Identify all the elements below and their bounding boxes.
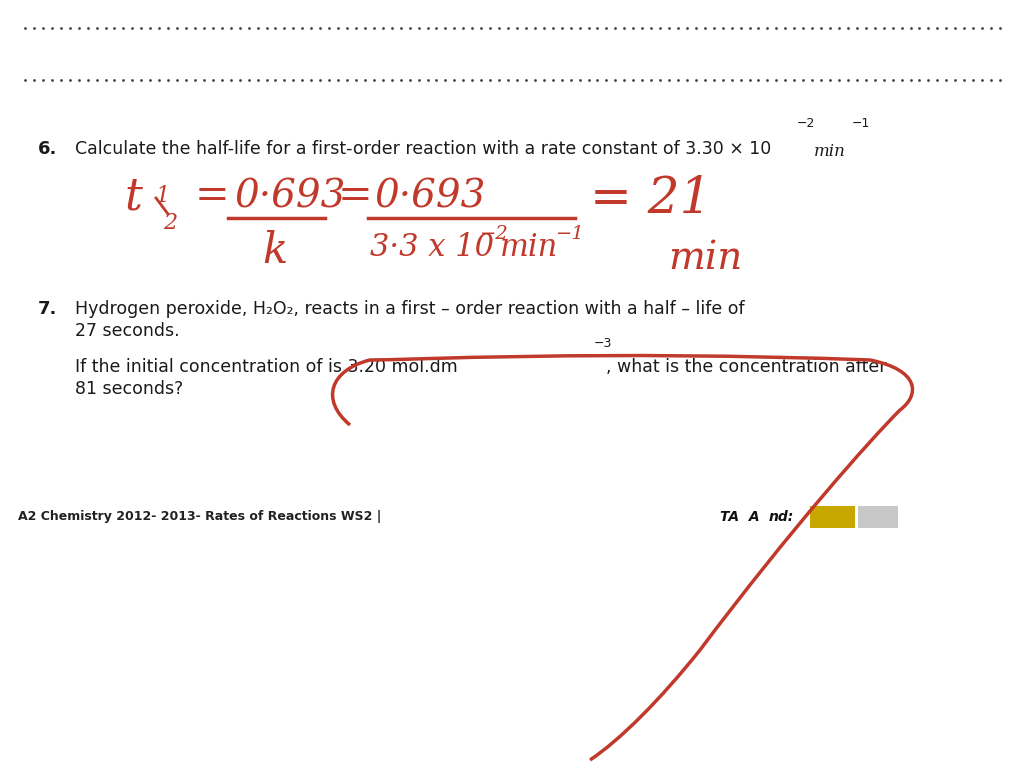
Text: 1: 1 bbox=[155, 185, 169, 207]
Text: =: = bbox=[338, 175, 373, 217]
Text: TA  A: TA A bbox=[720, 510, 760, 524]
Text: 81 seconds?: 81 seconds? bbox=[75, 380, 183, 398]
Bar bbox=[810, 506, 855, 528]
Text: 27 seconds.: 27 seconds. bbox=[75, 322, 179, 340]
Text: = 21: = 21 bbox=[590, 175, 712, 224]
Text: min: min bbox=[500, 232, 558, 263]
Text: 3·3 x 10: 3·3 x 10 bbox=[370, 232, 494, 263]
Text: 2: 2 bbox=[163, 212, 177, 234]
Text: nd:: nd: bbox=[769, 510, 795, 524]
Text: =: = bbox=[195, 175, 229, 217]
Text: 0·693: 0·693 bbox=[234, 178, 346, 215]
Text: −3: −3 bbox=[594, 337, 612, 350]
Text: Calculate the half-life for a first-order reaction with a rate constant of 3.30 : Calculate the half-life for a first-orde… bbox=[75, 140, 771, 158]
Text: , what is the concentration after: , what is the concentration after bbox=[606, 358, 887, 376]
Text: t: t bbox=[125, 175, 143, 218]
Text: A2 Chemistry 2012- 2013- Rates of Reactions WS2 |: A2 Chemistry 2012- 2013- Rates of Reacti… bbox=[18, 510, 381, 523]
Text: min: min bbox=[668, 240, 742, 277]
Text: −2: −2 bbox=[797, 117, 815, 130]
Bar bbox=[858, 506, 898, 528]
Text: −1: −1 bbox=[852, 117, 870, 130]
Text: If the initial concentration of is 3.20 mol.dm: If the initial concentration of is 3.20 … bbox=[75, 358, 458, 376]
Text: 7.: 7. bbox=[38, 300, 57, 318]
Text: −2: −2 bbox=[480, 225, 509, 243]
Text: k: k bbox=[262, 230, 288, 272]
Text: −1: −1 bbox=[556, 225, 585, 243]
Text: Hydrogen peroxide, H₂O₂, reacts in a first – order reaction with a half – life o: Hydrogen peroxide, H₂O₂, reacts in a fir… bbox=[75, 300, 744, 318]
Text: 6.: 6. bbox=[38, 140, 57, 158]
Text: min: min bbox=[814, 143, 846, 160]
Text: 0·693: 0·693 bbox=[375, 178, 486, 215]
